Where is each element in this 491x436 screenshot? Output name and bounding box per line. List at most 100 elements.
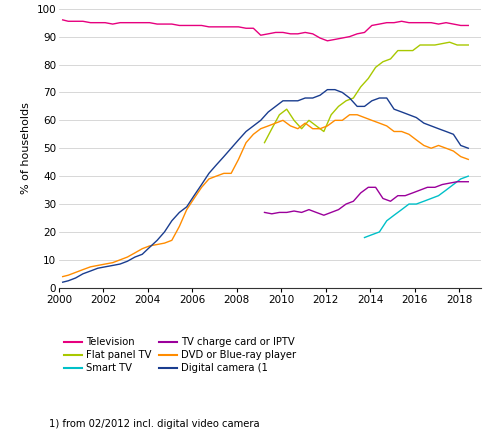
Smart TV <box>450 182 456 187</box>
Smart TV <box>428 196 434 201</box>
TV charge card or IPTV <box>291 208 297 214</box>
Digital camera (1 <box>465 146 471 151</box>
TV charge card or IPTV <box>447 181 453 186</box>
TV charge card or IPTV <box>410 190 416 195</box>
Flat panel TV <box>373 65 379 70</box>
Flat panel TV <box>313 123 319 129</box>
Television <box>65 19 71 24</box>
Smart TV <box>391 213 397 218</box>
Line: Smart TV: Smart TV <box>364 176 468 238</box>
Television <box>325 38 330 44</box>
Flat panel TV <box>351 95 356 101</box>
Flat panel TV <box>454 42 460 48</box>
Flat panel TV <box>269 126 275 131</box>
TV charge card or IPTV <box>439 182 445 187</box>
DVD or Blue-ray player <box>465 157 471 162</box>
DVD or Blue-ray player <box>60 274 66 279</box>
Flat panel TV <box>262 140 268 145</box>
TV charge card or IPTV <box>276 210 282 215</box>
Flat panel TV <box>439 41 445 46</box>
Text: 1) from 02/2012 incl. digital video camera: 1) from 02/2012 incl. digital video came… <box>49 419 260 429</box>
Y-axis label: % of households: % of households <box>21 102 31 194</box>
Television <box>465 23 471 28</box>
Line: Television: Television <box>63 20 468 41</box>
Flat panel TV <box>417 42 423 48</box>
Flat panel TV <box>291 118 297 123</box>
Flat panel TV <box>358 84 364 89</box>
Flat panel TV <box>395 48 401 53</box>
Flat panel TV <box>462 42 467 48</box>
Digital camera (1 <box>288 98 294 103</box>
DVD or Blue-ray player <box>310 126 316 131</box>
TV charge card or IPTV <box>380 196 386 201</box>
Television <box>377 21 382 27</box>
Legend: Television, Flat panel TV, Smart TV, TV charge card or IPTV, DVD or Blue-ray pla: Television, Flat panel TV, Smart TV, TV … <box>64 337 297 373</box>
TV charge card or IPTV <box>365 185 371 190</box>
Digital camera (1 <box>206 171 212 176</box>
TV charge card or IPTV <box>424 185 430 190</box>
DVD or Blue-ray player <box>377 120 382 126</box>
Flat panel TV <box>321 129 327 134</box>
Smart TV <box>377 229 382 235</box>
Line: DVD or Blue-ray player: DVD or Blue-ray player <box>63 115 468 276</box>
TV charge card or IPTV <box>417 187 423 193</box>
TV charge card or IPTV <box>373 185 379 190</box>
TV charge card or IPTV <box>306 207 312 212</box>
Line: Flat panel TV: Flat panel TV <box>265 42 468 143</box>
Digital camera (1 <box>60 279 66 285</box>
TV charge card or IPTV <box>432 185 438 190</box>
TV charge card or IPTV <box>454 179 460 184</box>
Flat panel TV <box>284 106 290 112</box>
TV charge card or IPTV <box>269 211 275 216</box>
Flat panel TV <box>306 118 312 123</box>
TV charge card or IPTV <box>358 190 364 195</box>
TV charge card or IPTV <box>284 210 290 215</box>
TV charge card or IPTV <box>262 210 268 215</box>
Digital camera (1 <box>377 95 382 101</box>
Flat panel TV <box>343 98 349 103</box>
Smart TV <box>443 187 449 193</box>
Smart TV <box>465 174 471 179</box>
Flat panel TV <box>432 42 438 48</box>
TV charge card or IPTV <box>465 179 471 184</box>
Smart TV <box>413 201 419 207</box>
DVD or Blue-ray player <box>288 123 294 129</box>
TV charge card or IPTV <box>387 199 393 204</box>
Flat panel TV <box>387 56 393 61</box>
Smart TV <box>406 201 412 207</box>
Line: TV charge card or IPTV: TV charge card or IPTV <box>265 182 468 215</box>
Digital camera (1 <box>65 278 71 283</box>
Television <box>60 17 66 23</box>
Flat panel TV <box>365 76 371 81</box>
Flat panel TV <box>380 59 386 65</box>
Flat panel TV <box>424 42 430 48</box>
TV charge card or IPTV <box>402 193 408 198</box>
Flat panel TV <box>402 48 408 53</box>
Flat panel TV <box>410 48 416 53</box>
TV charge card or IPTV <box>462 179 467 184</box>
Smart TV <box>436 193 441 198</box>
TV charge card or IPTV <box>299 210 304 215</box>
DVD or Blue-ray player <box>325 123 330 129</box>
Television <box>310 31 316 37</box>
Flat panel TV <box>335 104 341 109</box>
Smart TV <box>384 218 390 223</box>
TV charge card or IPTV <box>335 207 341 212</box>
Television <box>206 24 212 30</box>
TV charge card or IPTV <box>313 210 319 215</box>
DVD or Blue-ray player <box>347 112 353 117</box>
Smart TV <box>458 176 464 181</box>
Smart TV <box>399 207 405 212</box>
TV charge card or IPTV <box>351 199 356 204</box>
TV charge card or IPTV <box>343 201 349 207</box>
Smart TV <box>369 232 375 237</box>
Flat panel TV <box>299 126 304 131</box>
Television <box>288 31 294 37</box>
Digital camera (1 <box>332 87 338 92</box>
Digital camera (1 <box>325 87 330 92</box>
Television <box>332 37 338 42</box>
Smart TV <box>361 235 367 240</box>
DVD or Blue-ray player <box>65 272 71 278</box>
Flat panel TV <box>447 40 453 45</box>
Digital camera (1 <box>310 95 316 101</box>
